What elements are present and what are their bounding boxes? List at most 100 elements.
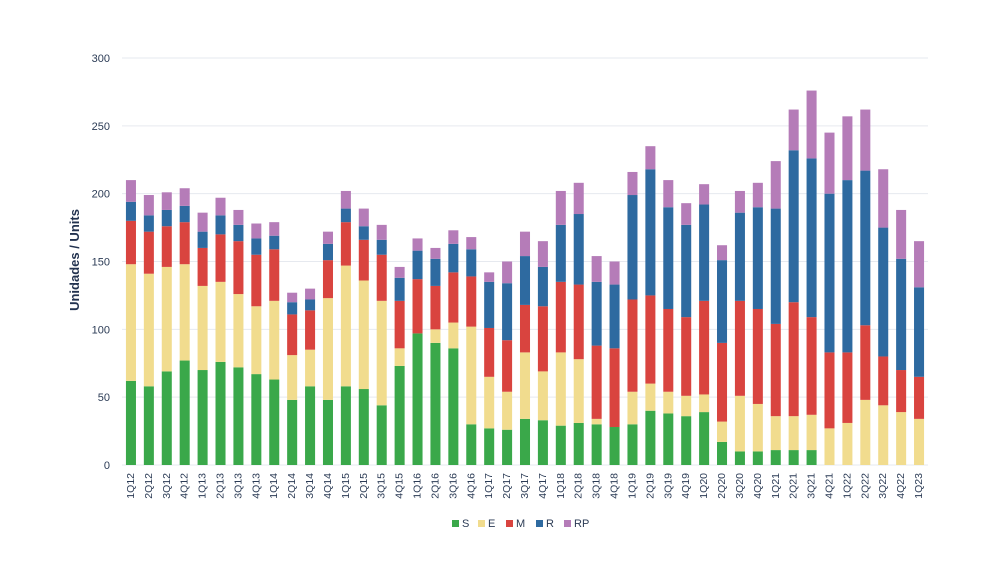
bar-segment-S-2Q18 [573, 422, 584, 465]
bar-segment-M-1Q17 [484, 327, 495, 377]
bar-segment-R-2Q18 [573, 214, 584, 285]
bar-segment-S-1Q14 [269, 379, 280, 465]
y-tick-label: 300 [92, 53, 110, 65]
bar-stack-1Q16 [412, 238, 423, 465]
bar-segment-RP-1Q17 [484, 272, 495, 282]
bar-segment-E-3Q22 [878, 405, 889, 465]
bar-stack-4Q18 [609, 261, 620, 465]
bar-segment-M-3Q19 [663, 308, 674, 392]
x-tick-label: 2Q16 [429, 473, 441, 499]
bar-segment-E-2Q22 [860, 399, 871, 465]
bar-segment-RP-4Q18 [609, 261, 620, 285]
bar-segment-RP-4Q15 [394, 266, 405, 278]
y-tick-label: 200 [92, 189, 110, 201]
bar-segment-S-1Q12 [125, 380, 136, 465]
bar-segment-RP-4Q13 [251, 223, 262, 239]
bar-segment-E-4Q16 [466, 326, 477, 425]
bar-segment-R-2Q20 [717, 260, 728, 343]
bar-segment-E-1Q19 [627, 391, 638, 425]
bar-segment-E-4Q12 [179, 264, 190, 361]
x-tick-label: 4Q12 [179, 473, 191, 499]
bar-segment-E-3Q19 [663, 391, 674, 414]
bar-stack-4Q13 [251, 223, 262, 465]
x-tick-label: 2Q22 [859, 473, 871, 499]
bar-segment-S-3Q17 [519, 418, 531, 465]
bar-segment-M-1Q21 [770, 323, 781, 417]
bar-segment-RP-1Q20 [699, 184, 710, 205]
bar-segment-M-4Q19 [681, 317, 692, 396]
bar-segment-S-1Q19 [627, 424, 638, 465]
bar-segment-M-2Q18 [573, 284, 584, 360]
bar-segment-S-2Q15 [358, 389, 369, 465]
bar-segment-R-3Q17 [519, 256, 531, 305]
bar-stack-3Q13 [233, 209, 244, 465]
bar-segment-S-2Q17 [502, 429, 513, 465]
bar-stack-2Q15 [358, 208, 369, 465]
bar-segment-M-1Q13 [197, 247, 208, 286]
x-tick-label: 2Q20 [716, 473, 728, 499]
bar-segment-R-3Q21 [806, 158, 817, 318]
bar-segment-R-4Q22 [896, 258, 907, 371]
legend-item-S: S [452, 518, 469, 530]
x-tick-label: 4Q14 [322, 473, 334, 499]
bar-segment-RP-1Q14 [269, 222, 280, 236]
bar-segment-R-3Q18 [591, 281, 602, 346]
bar-stack-2Q18 [573, 182, 584, 465]
x-tick-label: 2Q21 [788, 473, 800, 499]
bar-segment-RP-2Q22 [860, 109, 871, 171]
bar-segment-R-2Q16 [430, 258, 441, 286]
bar-segment-M-4Q18 [609, 348, 620, 428]
bar-stack-1Q15 [340, 190, 351, 465]
bar-segment-RP-3Q13 [233, 209, 244, 225]
bar-segment-R-1Q14 [269, 235, 280, 250]
bar-stack-1Q13 [197, 212, 208, 465]
bar-stack-1Q23 [914, 241, 925, 465]
bar-segment-S-3Q15 [376, 405, 387, 465]
legend-label: E [488, 518, 495, 530]
bar-segment-E-1Q18 [555, 352, 566, 426]
x-tick-label: 2Q17 [501, 473, 513, 499]
x-tick-label: 2Q18 [573, 473, 585, 499]
bar-segment-R-4Q16 [466, 249, 477, 277]
bar-segment-RP-2Q15 [358, 208, 369, 227]
bar-segment-S-4Q14 [322, 399, 333, 465]
bar-segment-S-2Q20 [717, 441, 728, 465]
bar-segment-R-3Q14 [305, 299, 316, 311]
bar-segment-M-3Q13 [233, 241, 244, 295]
bar-stack-4Q16 [466, 237, 477, 465]
bar-segment-S-4Q15 [394, 365, 405, 465]
bar-segment-M-3Q16 [448, 272, 459, 323]
bar-segment-R-1Q12 [125, 201, 136, 221]
bar-segment-S-1Q21 [770, 450, 781, 465]
bar-segment-RP-1Q18 [555, 190, 566, 225]
y-tick-label: 250 [92, 121, 110, 133]
bar-segment-R-2Q21 [788, 150, 799, 303]
x-tick-label: 3Q22 [877, 473, 889, 499]
bar-segment-E-3Q21 [806, 414, 817, 451]
bar-segment-RP-3Q16 [448, 230, 459, 244]
bar-segment-S-4Q19 [681, 416, 692, 465]
bar-segment-R-4Q17 [537, 266, 548, 307]
x-tick-label: 1Q15 [340, 473, 352, 499]
bar-segment-E-4Q22 [896, 412, 907, 465]
x-tick-label: 1Q12 [125, 473, 137, 499]
bar-segment-R-4Q18 [609, 284, 620, 349]
bar-stack-4Q19 [681, 203, 692, 465]
x-tick-label: 3Q15 [376, 473, 388, 499]
bar-segment-M-4Q16 [466, 276, 477, 327]
x-tick-label: 1Q14 [268, 473, 280, 499]
bar-segment-R-1Q21 [770, 208, 781, 324]
x-tick-label: 4Q22 [895, 473, 907, 499]
bar-segment-M-1Q14 [269, 249, 280, 301]
x-tick-label: 4Q21 [823, 473, 835, 499]
x-tick-label: 1Q22 [841, 473, 853, 499]
bar-stack-1Q21 [770, 161, 781, 465]
bar-segment-E-1Q22 [842, 422, 853, 465]
bar-segment-RP-1Q16 [412, 238, 423, 251]
bar-segment-M-2Q12 [143, 231, 154, 274]
bar-segment-RP-2Q20 [717, 245, 728, 261]
bar-segment-E-2Q20 [717, 421, 728, 442]
x-tick-label: 3Q19 [662, 473, 674, 499]
legend-swatch [452, 520, 459, 527]
bar-segment-R-1Q17 [484, 281, 495, 328]
